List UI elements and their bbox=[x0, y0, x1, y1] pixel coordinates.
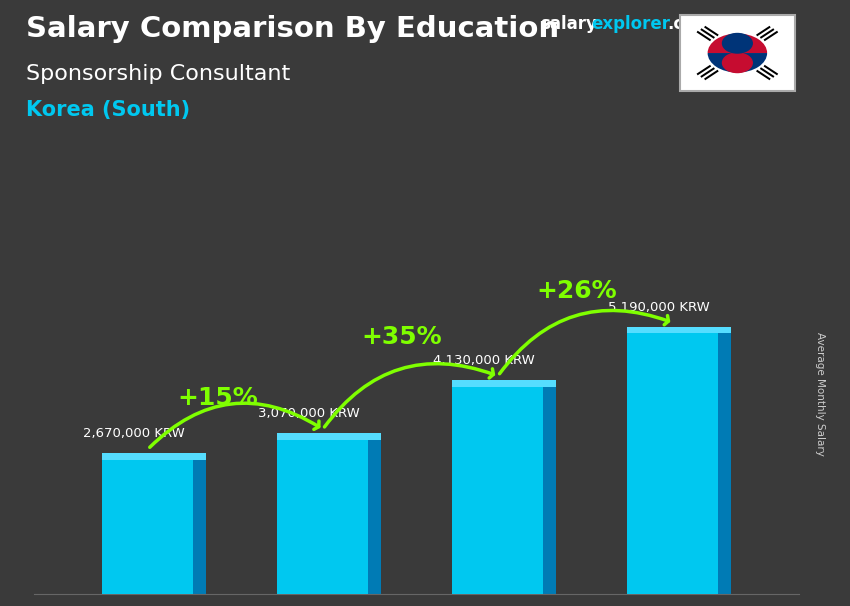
Bar bbox=[452, 387, 543, 594]
Text: 3,070,000 KRW: 3,070,000 KRW bbox=[258, 407, 360, 421]
Text: 2,670,000 KRW: 2,670,000 KRW bbox=[83, 427, 184, 441]
Bar bbox=[277, 440, 368, 594]
Text: +35%: +35% bbox=[361, 325, 442, 349]
Bar bbox=[277, 433, 381, 440]
Text: +26%: +26% bbox=[536, 279, 617, 303]
Circle shape bbox=[722, 53, 752, 73]
Text: Average Monthly Salary: Average Monthly Salary bbox=[815, 332, 825, 456]
Bar bbox=[102, 460, 193, 594]
Bar bbox=[368, 440, 381, 594]
Circle shape bbox=[707, 33, 767, 73]
Bar bbox=[627, 327, 731, 333]
Bar bbox=[718, 333, 731, 594]
Bar bbox=[543, 387, 556, 594]
Text: explorer: explorer bbox=[591, 15, 670, 33]
Circle shape bbox=[722, 33, 752, 53]
Text: Sponsorship Consultant: Sponsorship Consultant bbox=[26, 64, 290, 84]
Bar bbox=[627, 333, 718, 594]
Wedge shape bbox=[707, 33, 767, 53]
Text: salary: salary bbox=[540, 15, 597, 33]
Text: Salary Comparison By Education: Salary Comparison By Education bbox=[26, 15, 558, 43]
Text: 4,130,000 KRW: 4,130,000 KRW bbox=[433, 354, 535, 367]
Text: .com: .com bbox=[667, 15, 712, 33]
Wedge shape bbox=[707, 53, 767, 73]
Text: 5,190,000 KRW: 5,190,000 KRW bbox=[608, 301, 710, 314]
Text: +15%: +15% bbox=[178, 385, 258, 410]
Text: Korea (South): Korea (South) bbox=[26, 100, 190, 120]
Bar bbox=[102, 453, 206, 460]
Bar bbox=[452, 380, 556, 387]
Bar bbox=[193, 460, 206, 594]
